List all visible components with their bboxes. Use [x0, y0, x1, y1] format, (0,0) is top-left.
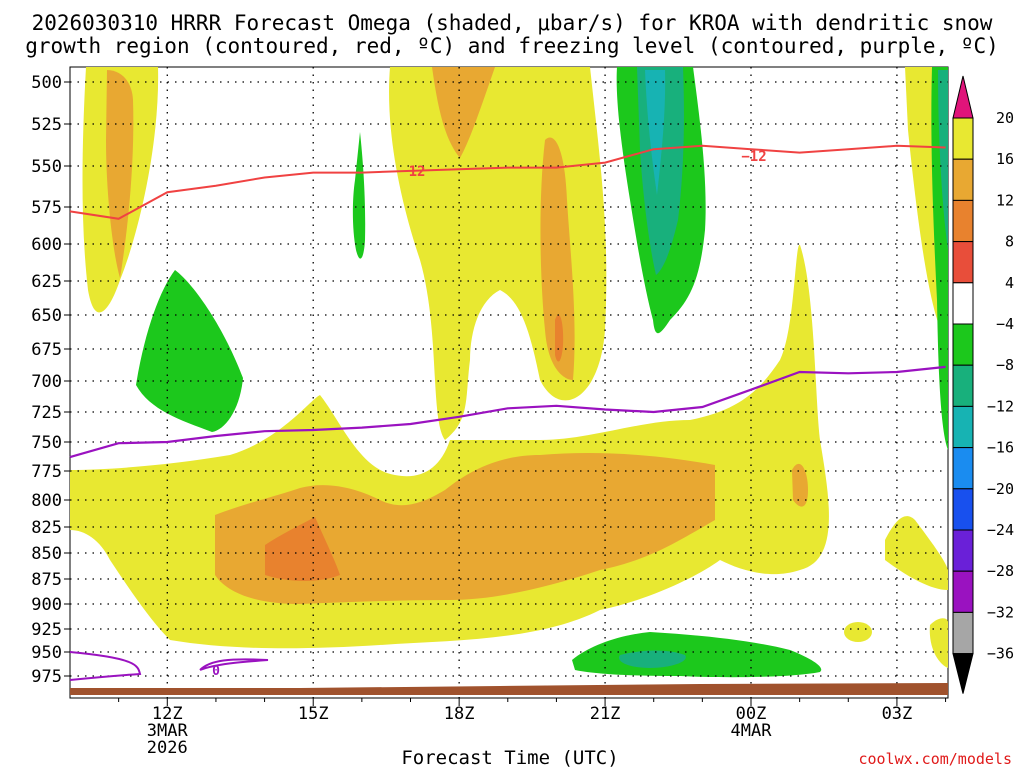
- colorbar-swatch: [952, 364, 974, 407]
- x-tick-label: 18Z: [444, 704, 475, 724]
- colorbar-label: −32: [987, 603, 1014, 621]
- y-tick-label: 975: [31, 667, 62, 687]
- plot-area: 12 −12 0: [69, 66, 949, 699]
- colorbar-label: −24: [987, 521, 1014, 539]
- omega-dark-orange-region: [555, 314, 564, 362]
- colorbar-label: −4: [996, 315, 1014, 333]
- y-tick-label: 700: [31, 372, 62, 392]
- omega-orange-region: [540, 137, 575, 380]
- colorbar-swatch: [952, 282, 974, 325]
- omega-shading: [70, 67, 948, 678]
- freezing-level-contour-line: [69, 365, 946, 459]
- colorbar-swatch: [952, 447, 974, 490]
- chart-title-line2: growth region (contoured, red, ºC) and f…: [25, 34, 999, 58]
- x-tick-label: 21Z: [590, 704, 621, 724]
- dgz-contour-label: 12: [409, 164, 426, 180]
- freezing-level-contour-fragment: [69, 651, 142, 681]
- y-tick-label: 850: [31, 544, 62, 564]
- y-tick-label: 625: [31, 272, 62, 292]
- y-tick-label: 525: [31, 115, 62, 135]
- freezing-contour-label: 0: [212, 664, 220, 679]
- colorbar: 20 16 12 8 4 −4 −8 −12 −16 −20 −24 −28 −32 −36: [952, 75, 1014, 694]
- chart-title-line1: 2026030310 HRRR Forecast Omega (shaded, …: [32, 11, 993, 35]
- y-axis: 500 525 550 575 600 625 650 675 700 725 750 775 800 8…: [31, 73, 70, 687]
- omega-yellow-region: [885, 516, 948, 590]
- omega-green-region: [352, 132, 366, 259]
- y-tick-label: 550: [31, 157, 62, 177]
- y-tick-label: 800: [31, 491, 62, 511]
- omega-orange-region: [792, 463, 808, 507]
- colorbar-label: 20: [996, 109, 1014, 127]
- y-tick-label: 825: [31, 518, 62, 538]
- omega-dark-orange-region: [265, 517, 340, 581]
- colorbar-label: −28: [987, 562, 1014, 580]
- grid-lines: [70, 67, 948, 698]
- colorbar-swatch: [952, 199, 974, 243]
- colorbar-label: −8: [996, 356, 1014, 374]
- y-tick-label: 600: [31, 235, 62, 255]
- colorbar-swatch: [952, 158, 974, 201]
- colorbar-swatch: [952, 570, 974, 613]
- colorbar-label: 8: [1005, 233, 1014, 251]
- x-tick-label: 03Z: [882, 704, 913, 724]
- y-tick-label: 650: [31, 306, 62, 326]
- freezing-level-contour-fragment: [199, 658, 269, 671]
- x-tick-label: 12Z: [152, 704, 183, 724]
- colorbar-label: −36: [987, 645, 1014, 663]
- colorbar-label: −20: [987, 480, 1014, 498]
- colorbar-label: 16: [996, 150, 1014, 168]
- omega-teal-region: [938, 70, 948, 250]
- surface-ground-strip: [70, 683, 948, 695]
- omega-yellow-region: [929, 618, 948, 668]
- y-tick-label: 750: [31, 433, 62, 453]
- dgz-contour-label: −12: [741, 149, 766, 165]
- y-tick-label: 775: [31, 462, 62, 482]
- colorbar-top-arrow: [952, 75, 974, 119]
- y-tick-label: 575: [31, 198, 62, 218]
- colorbar-label: 12: [996, 191, 1014, 209]
- y-tick-label: 925: [31, 620, 62, 640]
- x-tick-sublabel: 3MAR: [147, 721, 189, 741]
- omega-yellow-region: [844, 622, 872, 642]
- omega-cyan-region: [645, 70, 666, 195]
- colorbar-label: −16: [987, 439, 1014, 457]
- y-tick-label: 950: [31, 643, 62, 663]
- colorbar-swatch: [952, 611, 974, 655]
- colorbar-swatch: [952, 117, 974, 160]
- y-tick-label: 725: [31, 403, 62, 423]
- x-tick-sublabel: 4MAR: [731, 721, 773, 741]
- dgz-contour-line: [69, 144, 946, 220]
- colorbar-label: 4: [1005, 274, 1014, 292]
- x-tick-label: 15Z: [298, 704, 329, 724]
- y-tick-label: 900: [31, 595, 62, 615]
- colorbar-swatch: [952, 488, 974, 531]
- colorbar-swatch: [952, 405, 974, 449]
- omega-green-region: [136, 270, 243, 432]
- y-tick-label: 500: [31, 73, 62, 93]
- omega-orange-region: [432, 67, 495, 158]
- colorbar-bottom-arrow: [952, 653, 974, 694]
- x-tick-sublabel: 2026: [147, 738, 188, 758]
- colorbar-label: −12: [987, 397, 1014, 415]
- omega-teal-region: [619, 650, 686, 668]
- omega-orange-region: [106, 70, 134, 278]
- colorbar-swatch: [952, 529, 974, 572]
- colorbar-swatch: [952, 323, 974, 366]
- credit-text: coolwx.com/models: [858, 750, 1012, 768]
- x-tick-label: 00Z: [736, 704, 767, 724]
- y-tick-label: 675: [31, 340, 62, 360]
- omega-orange-region: [215, 453, 715, 604]
- colorbar-swatch: [952, 241, 974, 284]
- x-axis-label: Forecast Time (UTC): [401, 747, 618, 768]
- y-tick-label: 875: [31, 570, 62, 590]
